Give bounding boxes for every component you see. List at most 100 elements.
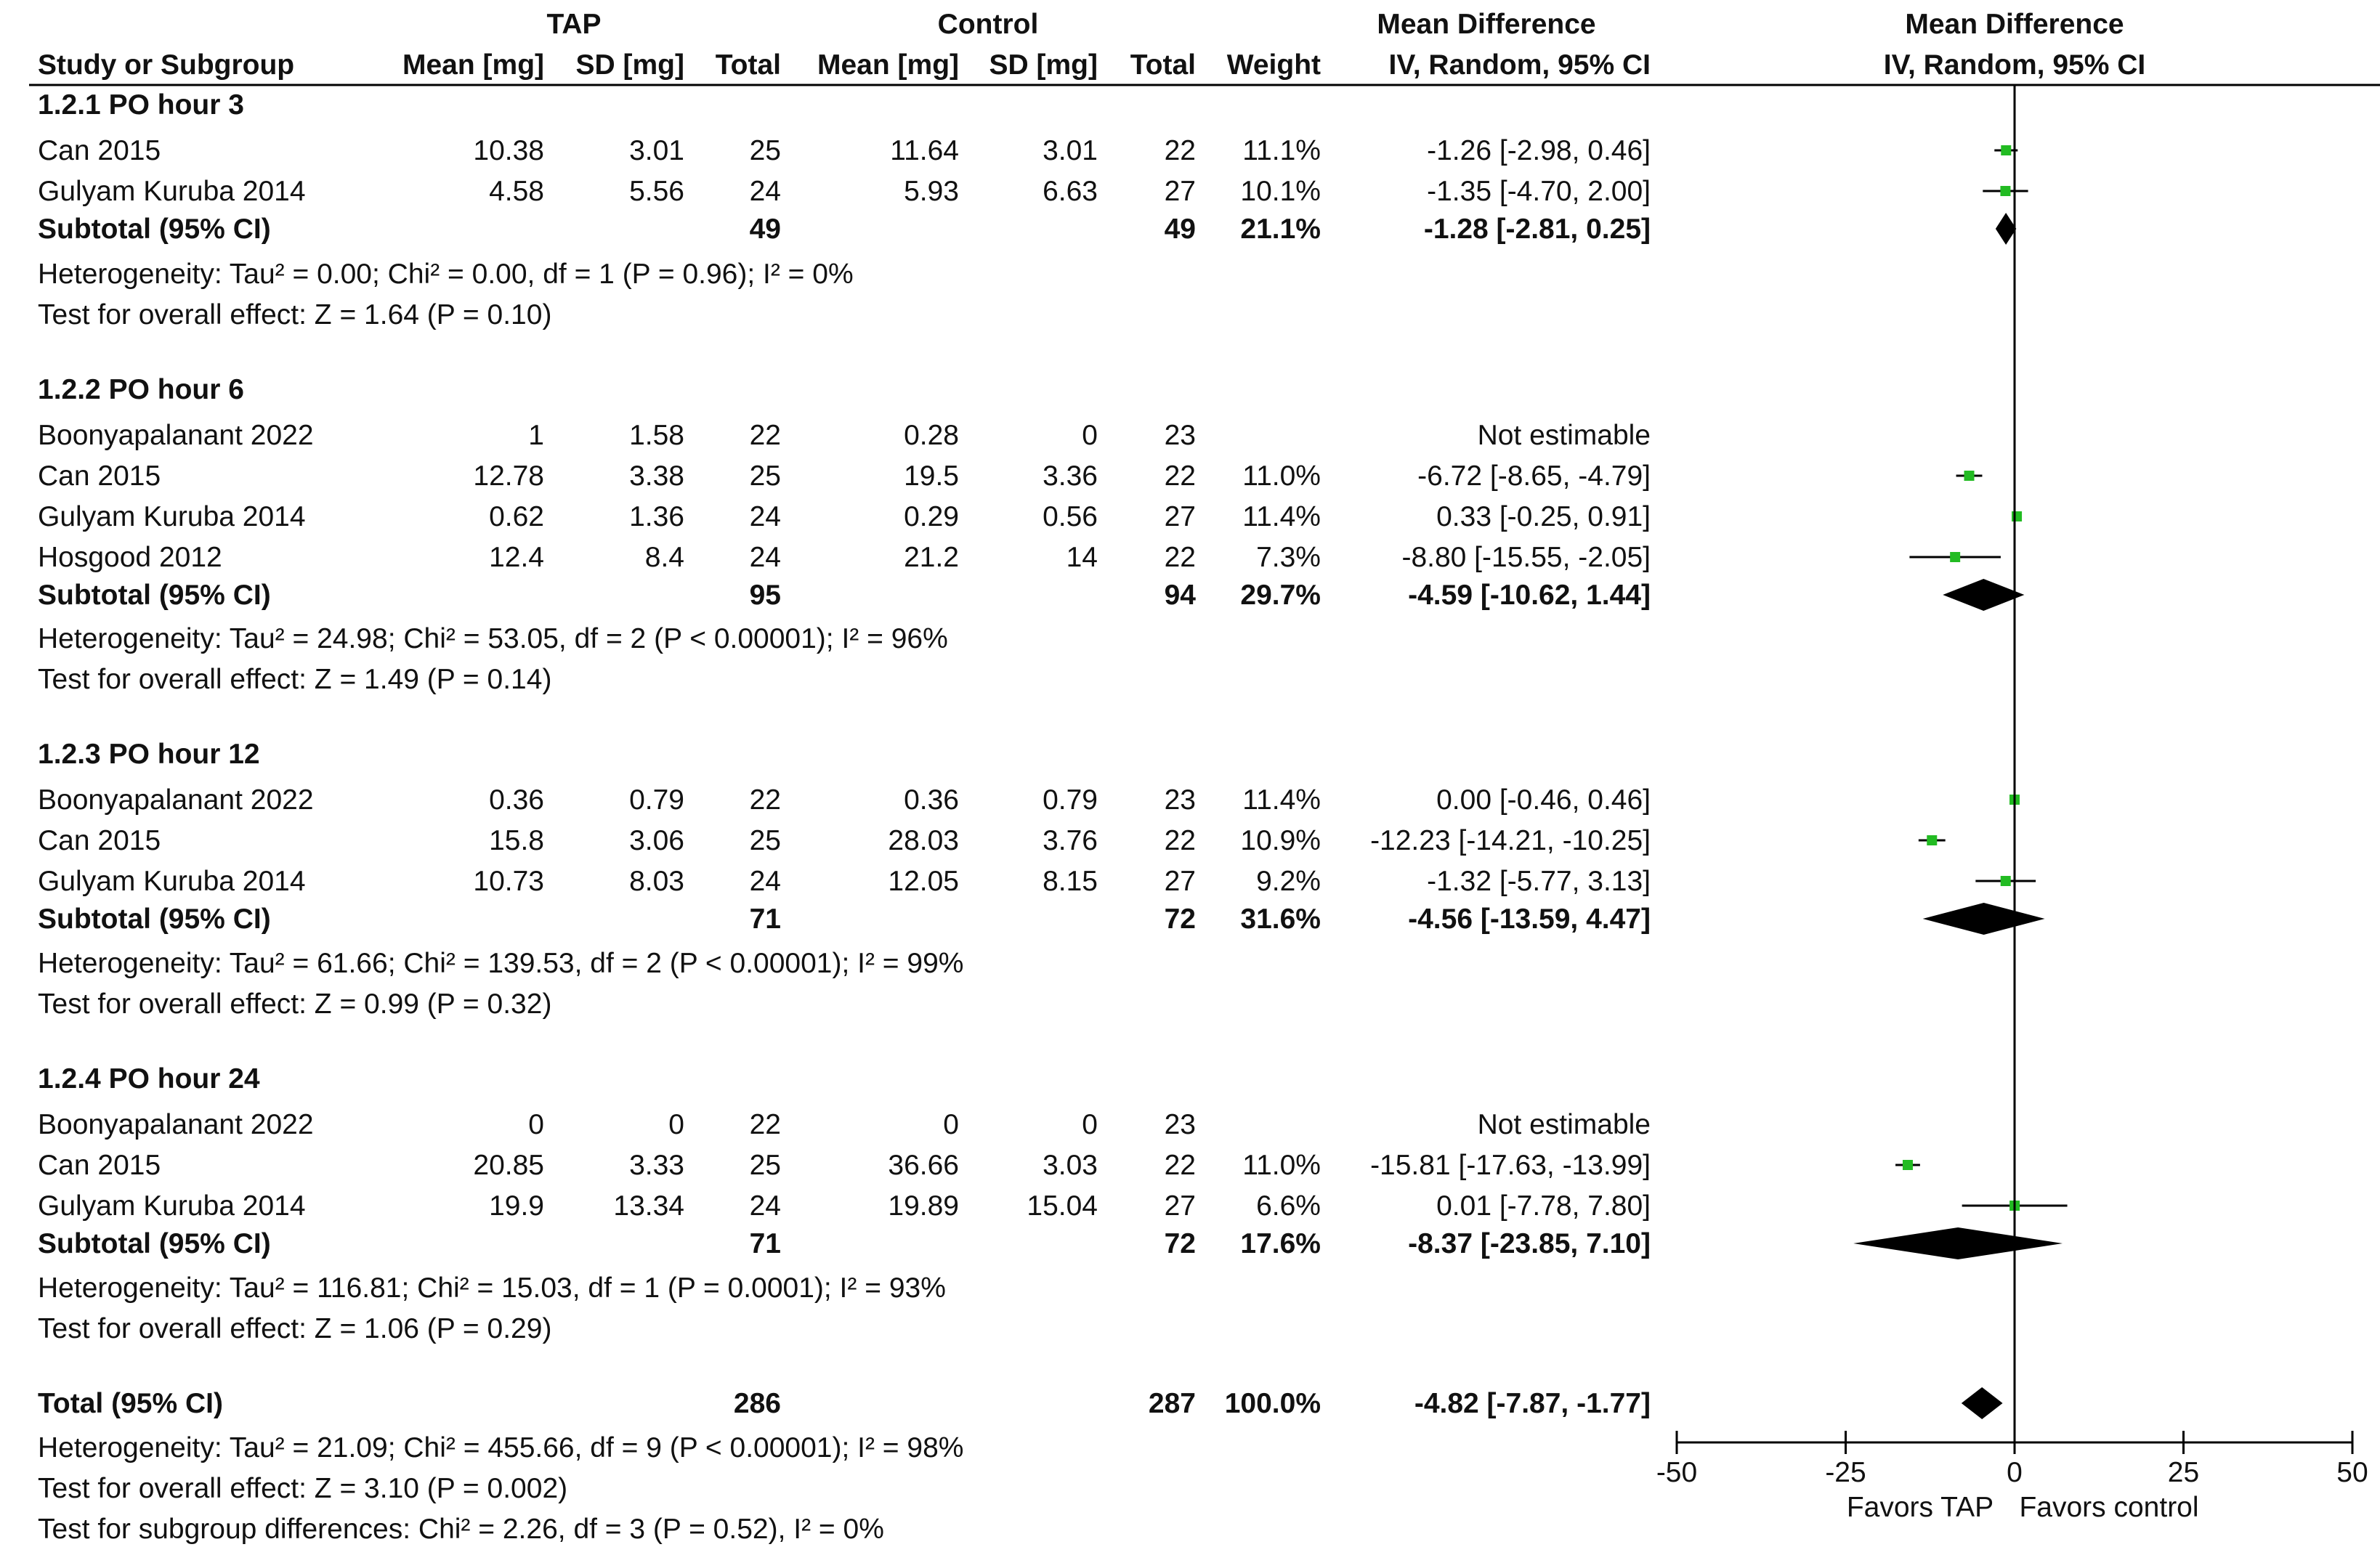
study-row-ci: Not estimable — [1478, 420, 1651, 451]
subtotal-row-label: Subtotal (95% CI) — [38, 1228, 271, 1259]
overall-effect-text: Test for overall effect: Z = 1.06 (P = 0… — [38, 1313, 551, 1344]
study-row-ci: 0.00 [-0.46, 0.46] — [1436, 784, 1651, 816]
study-row-ci: -6.72 [-8.65, -4.79] — [1417, 460, 1651, 492]
study-row-total-tap: 25 — [750, 135, 781, 166]
total-row-total-tap: 286 — [734, 1388, 781, 1419]
subtotal-diamond — [1853, 1227, 2063, 1259]
study-row-sd-tap: 8.4 — [645, 542, 684, 573]
study-row-mean-control: 0.29 — [904, 501, 959, 532]
subtotal-row-total-tap: 95 — [750, 580, 781, 611]
subtotal-diamond — [1943, 579, 2025, 611]
study-row-total-tap: 25 — [750, 825, 781, 856]
subtotal-row-weight: 29.7% — [1240, 580, 1321, 611]
study-row-sd-tap: 3.01 — [629, 135, 684, 166]
header-md-right-title: Mean Difference — [1905, 9, 2124, 40]
study-row-mean-control: 36.66 — [888, 1150, 959, 1181]
total-row-total-control: 287 — [1149, 1388, 1196, 1419]
study-row-weight: 11.4% — [1242, 784, 1321, 816]
study-row-ci: -1.35 [-4.70, 2.00] — [1427, 176, 1651, 207]
study-row-name: Gulyam Kuruba 2014 — [38, 501, 306, 532]
study-row-mean-tap: 1 — [528, 420, 544, 451]
study-row-sd-tap: 0.79 — [629, 784, 684, 816]
study-row-mean-control: 0.28 — [904, 420, 959, 451]
effect-square — [2000, 186, 2011, 196]
subtotal-row-ci: -8.37 [-23.85, 7.10] — [1408, 1228, 1651, 1259]
study-row-sd-tap: 13.34 — [613, 1190, 684, 1222]
study-row-mean-control: 5.93 — [904, 176, 959, 207]
study-row-name: Can 2015 — [38, 135, 161, 166]
study-row-name: Boonyapalanant 2022 — [38, 420, 314, 451]
study-row-ci: Not estimable — [1478, 1109, 1651, 1140]
study-row-name: Gulyam Kuruba 2014 — [38, 866, 306, 897]
subgroup-title: 1.2.1 PO hour 3 — [38, 89, 244, 121]
study-row-name: Hosgood 2012 — [38, 542, 222, 573]
study-row-name: Gulyam Kuruba 2014 — [38, 176, 306, 207]
study-row-total-tap: 25 — [750, 1150, 781, 1181]
subtotal-row-label: Subtotal (95% CI) — [38, 580, 271, 611]
effect-square — [2012, 511, 2023, 521]
study-row-ci: -1.32 [-5.77, 3.13] — [1427, 866, 1651, 897]
subtotal-diamond — [1995, 213, 2017, 245]
study-row-total-tap: 24 — [750, 176, 781, 207]
overall-effect-text: Test for overall effect: Z = 1.64 (P = 0… — [38, 299, 551, 330]
study-row-total-control: 23 — [1165, 1109, 1196, 1140]
study-row-name: Boonyapalanant 2022 — [38, 1109, 314, 1140]
effect-square — [2001, 145, 2012, 155]
study-row-mean-tap: 10.38 — [473, 135, 544, 166]
header-tap: TAP — [546, 9, 601, 40]
subtotal-row-total-tap: 71 — [750, 904, 781, 935]
study-row-mean-tap: 12.78 — [473, 460, 544, 492]
subgroup-title: 1.2.2 PO hour 6 — [38, 374, 244, 405]
study-row-sd-tap: 3.06 — [629, 825, 684, 856]
study-row-sd-tap: 5.56 — [629, 176, 684, 207]
study-row-sd-control: 8.15 — [1043, 866, 1098, 897]
favors-right-label: Favors control — [2019, 1492, 2198, 1523]
study-row-ci: 0.33 [-0.25, 0.91] — [1436, 501, 1651, 532]
col-sd-control: SD [mg] — [989, 49, 1098, 81]
study-row-sd-control: 0 — [1082, 1109, 1098, 1140]
effect-square — [1950, 552, 1961, 562]
study-row-mean-tap: 19.9 — [489, 1190, 544, 1222]
favors-left-label: Favors TAP — [1847, 1492, 1994, 1523]
effect-square — [1902, 1160, 1913, 1170]
subtotal-row-total-control: 72 — [1165, 904, 1196, 935]
effect-square — [1927, 835, 1938, 845]
study-row-total-control: 22 — [1165, 1150, 1196, 1181]
study-row-sd-tap: 0 — [668, 1109, 684, 1140]
study-row-sd-tap: 3.33 — [629, 1150, 684, 1181]
study-row-total-control: 22 — [1165, 825, 1196, 856]
study-row-name: Gulyam Kuruba 2014 — [38, 1190, 306, 1222]
x-tick-label: -50 — [1656, 1457, 1697, 1488]
subtotal-row-weight: 21.1% — [1240, 214, 1321, 245]
study-row-mean-control: 19.5 — [904, 460, 959, 492]
study-row-mean-tap: 0.36 — [489, 784, 544, 816]
study-row-name: Can 2015 — [38, 825, 161, 856]
study-row-mean-control: 11.64 — [890, 135, 959, 166]
study-row-mean-control: 0 — [943, 1109, 959, 1140]
study-row-ci: -15.81 [-17.63, -13.99] — [1370, 1150, 1651, 1181]
study-row-total-control: 22 — [1165, 460, 1196, 492]
study-row-total-tap: 24 — [750, 866, 781, 897]
subgroup-title: 1.2.3 PO hour 12 — [38, 739, 260, 770]
x-tick-label: 50 — [2336, 1457, 2368, 1488]
footer-stat: Test for subgroup differences: Chi² = 2.… — [38, 1514, 884, 1545]
study-row-weight: 10.9% — [1240, 825, 1321, 856]
effect-square — [1964, 471, 1975, 481]
study-row-total-control: 27 — [1165, 501, 1196, 532]
footer-stat: Heterogeneity: Tau² = 21.09; Chi² = 455.… — [38, 1432, 963, 1463]
subtotal-row-weight: 31.6% — [1240, 904, 1321, 935]
study-row-sd-tap: 1.36 — [629, 501, 684, 532]
study-row-total-tap: 25 — [750, 460, 781, 492]
x-tick-label: 25 — [2168, 1457, 2199, 1488]
col-mean-control: Mean [mg] — [817, 49, 959, 81]
study-row-weight: 6.6% — [1256, 1190, 1321, 1222]
study-row-total-tap: 22 — [750, 1109, 781, 1140]
study-row-mean-tap: 10.73 — [473, 866, 544, 897]
x-tick-label: -25 — [1825, 1457, 1866, 1488]
study-row-weight: 11.4% — [1242, 501, 1321, 532]
subtotal-row-weight: 17.6% — [1240, 1228, 1321, 1259]
study-row-name: Can 2015 — [38, 1150, 161, 1181]
study-row-sd-control: 3.36 — [1043, 460, 1098, 492]
study-row-total-tap: 24 — [750, 542, 781, 573]
study-row-sd-control: 14 — [1066, 542, 1098, 573]
